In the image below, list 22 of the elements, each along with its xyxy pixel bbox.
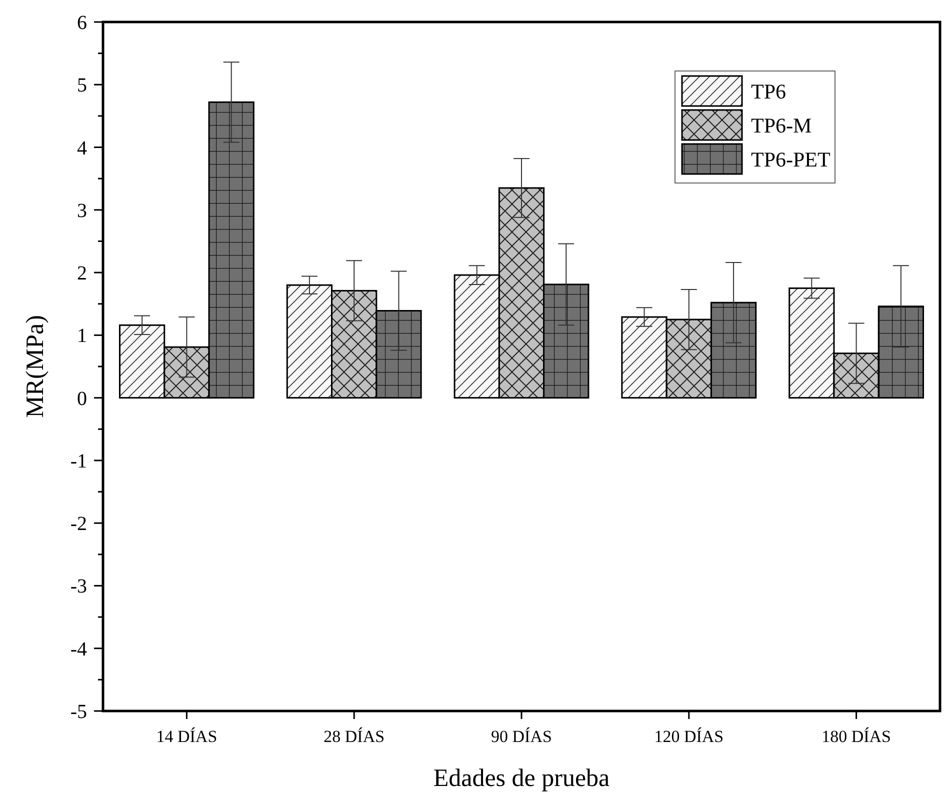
y-tick-label: 6 (77, 12, 87, 34)
x-tick-label: 28 DÍAS (324, 727, 385, 746)
x-tick-label: 14 DÍAS (156, 727, 218, 746)
x-tick-label: 90 DÍAS (491, 727, 552, 746)
y-axis-title: MR(MPa) (22, 315, 49, 418)
x-tick-label: 120 DÍAS (654, 727, 724, 746)
y-tick-label: -4 (70, 638, 87, 660)
y-tick-label: 1 (77, 325, 87, 348)
y-tick-label: 0 (77, 388, 87, 410)
x-axis-title: Edades de prueba (433, 765, 610, 792)
x-tick-label: 180 DÍAS (822, 727, 892, 746)
legend-label: TP6-M (751, 113, 812, 138)
y-tick-label: -5 (70, 701, 87, 723)
y-tick-label: -2 (70, 513, 87, 536)
legend-label: TP6-PET (751, 147, 831, 172)
legend-label: TP6 (751, 79, 786, 104)
y-tick-label: 4 (77, 137, 87, 160)
y-tick-label: 2 (77, 262, 87, 285)
y-tick-label: -1 (70, 450, 87, 472)
y-tick-label: -3 (70, 576, 87, 598)
y-tick-label: 3 (77, 200, 87, 222)
y-tick-label: 5 (77, 74, 87, 97)
